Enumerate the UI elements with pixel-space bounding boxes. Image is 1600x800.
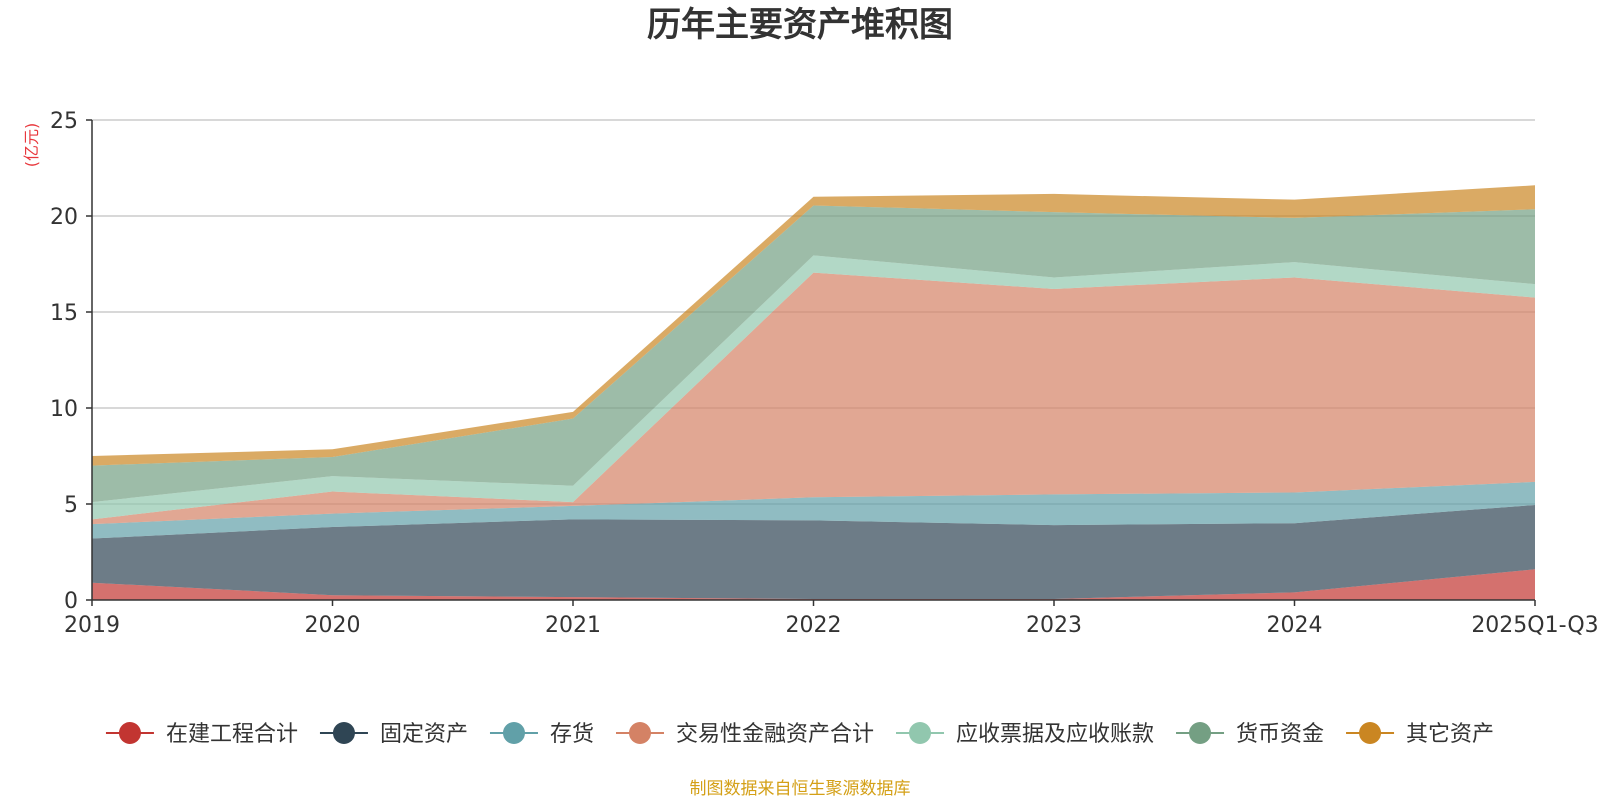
y-tick-label: 5 [64,493,78,518]
data-source-note: 制图数据来自恒生聚源数据库 [690,779,911,799]
legend-label: 存货 [550,722,594,747]
area-series-group [92,185,1535,600]
x-tick-label: 2025Q1-Q3 [1471,613,1598,638]
y-tick-label: 10 [50,397,78,422]
chart-title: 历年主要资产堆积图 [647,5,953,45]
legend-marker [628,722,651,744]
legend[interactable]: 在建工程合计 固定资产 存货 交易性金融资产合计 应收票据及应收账款 货币资金 其它资产 [105,722,1494,747]
area-series [92,272,1535,525]
legend-marker [1189,722,1212,744]
legend-marker [118,722,141,744]
y-tick-label: 15 [50,301,78,326]
y-tick-label: 25 [50,109,78,134]
legend-label: 其它资产 [1406,722,1494,747]
y-tick-label: 20 [50,205,78,230]
legend-marker [1359,722,1382,744]
y-axis-unit-label: (亿元) [22,123,41,168]
legend-item[interactable]: 其它资产 [1346,722,1494,747]
y-tick-label: 0 [64,589,78,614]
legend-item[interactable]: 存货 [489,722,594,747]
legend-marker [909,722,932,744]
legend-item[interactable]: 货币资金 [1176,722,1324,747]
legend-item[interactable]: 应收票据及应收账款 [896,722,1154,747]
x-tick-label: 2022 [786,613,842,638]
legend-item[interactable]: 固定资产 [319,722,468,747]
area-series [92,185,1535,466]
legend-item[interactable]: 交易性金融资产合计 [615,722,874,747]
x-tick-label: 2020 [305,613,361,638]
axes: 0 5 10 15 20 25 2019 2020 2021 2022 2023 2024 2025Q1… [50,109,1599,638]
area-series [92,504,1535,600]
area-series [92,481,1535,539]
legend-marker [332,722,355,744]
area-series [92,569,1535,600]
legend-label: 货币资金 [1236,722,1324,747]
x-tick-label: 2024 [1267,613,1323,638]
legend-marker [502,722,525,744]
legend-item[interactable]: 在建工程合计 [105,722,298,747]
legend-label: 固定资产 [380,722,468,747]
area-series [92,205,1535,503]
area-series [92,255,1535,520]
x-tick-label: 2019 [64,613,120,638]
legend-label: 交易性金融资产合计 [676,722,874,747]
x-tick-label: 2023 [1026,613,1082,638]
legend-label: 应收票据及应收账款 [956,722,1154,747]
legend-label: 在建工程合计 [166,722,298,747]
x-tick-label: 2021 [545,613,601,638]
